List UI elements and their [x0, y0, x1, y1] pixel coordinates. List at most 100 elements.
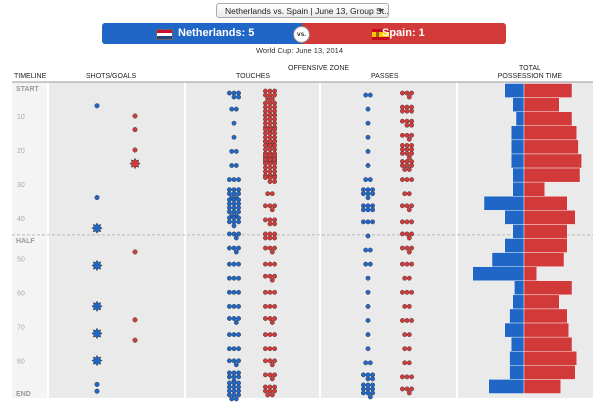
vs-badge: vs. [293, 26, 310, 43]
event-dot [233, 149, 239, 154]
event-dot [265, 392, 271, 398]
away-team-score: Spain: 1 [382, 27, 425, 39]
event-dot [236, 209, 242, 215]
possession-bar-home [512, 224, 525, 239]
possession-bar-away [523, 266, 538, 281]
event-dot [262, 126, 268, 132]
event-dot [262, 384, 268, 390]
event-dot [262, 245, 268, 251]
event-dot [409, 151, 414, 156]
event-dot [267, 273, 273, 279]
possession-bar-away [523, 280, 573, 296]
event-dot [236, 374, 242, 380]
event-dot [404, 147, 410, 152]
event-dot [262, 134, 268, 140]
event-dot [272, 289, 277, 295]
event-dot [229, 163, 235, 168]
possession-bar-home [509, 365, 525, 380]
event-dot [262, 92, 268, 98]
event-dot [226, 191, 232, 197]
possession-bar-home [514, 280, 525, 296]
goal-marker [91, 259, 103, 272]
event-dot [402, 360, 408, 366]
event-dot [231, 223, 237, 229]
possession-bar-home [511, 125, 525, 141]
event-dot [272, 346, 277, 352]
possession-bar-home [504, 238, 525, 253]
event-dot [267, 143, 273, 148]
event-dot [406, 304, 412, 309]
possession-bar-home [512, 181, 525, 197]
possession-bar-away [523, 181, 545, 197]
event-dot [267, 161, 273, 166]
event-dot [409, 143, 414, 148]
event-dot [226, 370, 232, 376]
event-dot [265, 96, 271, 102]
event-dot [363, 92, 369, 98]
event-dot [399, 147, 405, 152]
event-dot [406, 346, 412, 352]
event-dot [262, 116, 268, 122]
event-dot [231, 388, 237, 394]
event-dot [226, 275, 232, 281]
event-dot [226, 332, 232, 337]
possession-bar-away [523, 153, 582, 169]
possession-header: TOTAL POSSESSION TIME [490, 65, 570, 81]
event-dot [409, 231, 414, 237]
event-dot [365, 134, 371, 140]
event-dot [236, 94, 242, 100]
timeline-minute-label: 10 [17, 114, 25, 121]
event-dot [272, 179, 277, 184]
event-dot [231, 374, 237, 380]
event-dot [267, 157, 273, 162]
possession-bar-home [511, 139, 525, 155]
possession-bar-away [523, 97, 560, 112]
event-dot [272, 175, 277, 180]
possession-bar-home [512, 294, 525, 310]
event-dot [404, 132, 410, 138]
event-dot [269, 362, 275, 368]
event-dot [267, 100, 273, 106]
event-dot [272, 332, 277, 337]
event-dot [262, 388, 268, 394]
offensive-zone-header: OFFENSIVE ZONE [288, 65, 350, 72]
event-dot [226, 384, 232, 390]
event-dot [231, 215, 237, 221]
event-dot [262, 88, 268, 94]
event-dot [399, 245, 405, 251]
event-dot [409, 374, 414, 380]
event-dot [404, 245, 410, 251]
event-dot [404, 159, 410, 164]
event-dot [367, 247, 373, 253]
event-dot [409, 108, 414, 114]
event-dot [267, 388, 273, 394]
event-dot [231, 289, 237, 295]
event-dot [404, 151, 410, 156]
event-dot [399, 219, 405, 225]
event-dot [236, 380, 242, 386]
event-dot [267, 126, 273, 132]
event-dot [399, 159, 405, 164]
event-dot [272, 116, 277, 122]
possession-bar-home [491, 252, 525, 267]
event-dot [94, 381, 100, 387]
event-dot [269, 277, 275, 283]
event-dot [370, 376, 375, 382]
event-dot [231, 275, 237, 281]
event-dot [272, 388, 277, 394]
event-dot [360, 187, 366, 193]
event-dot [262, 346, 268, 352]
event-dot [404, 143, 410, 148]
event-dot [360, 372, 366, 378]
timeline-minute-label: 60 [17, 291, 25, 298]
event-dot [370, 191, 375, 197]
event-dot [231, 380, 237, 386]
event-dot [406, 249, 412, 255]
event-dot [236, 245, 242, 251]
event-dot [272, 112, 277, 118]
match-selector[interactable]: Netherlands vs. Spain | June 13, Group S… [216, 3, 389, 18]
event-dot [267, 304, 273, 309]
home-team-bar: Netherlands: 5 [102, 23, 302, 44]
event-dot [262, 143, 268, 148]
event-dot [267, 332, 273, 337]
